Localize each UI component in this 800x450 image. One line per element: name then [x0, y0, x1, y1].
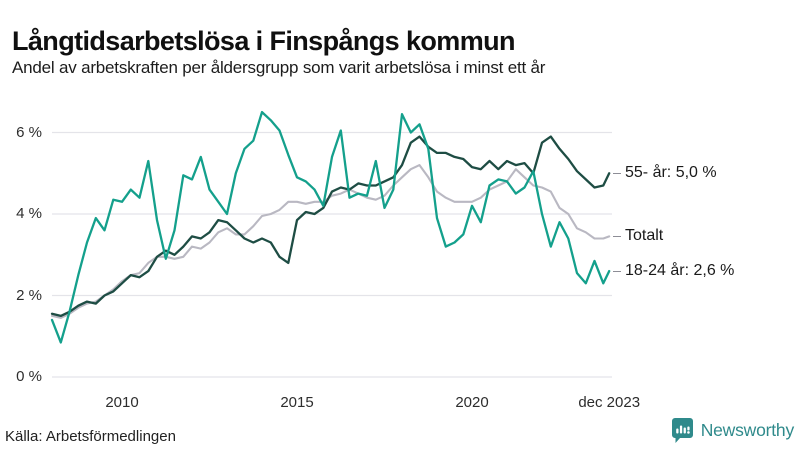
series-label-text: Totalt: [625, 227, 664, 245]
x-axis-tick-label: 2020: [455, 394, 489, 411]
series-end-label-age-18-24: 18-24 år: 2,6 %: [613, 262, 734, 280]
series-line-age-18-24: [50, 110, 611, 344]
series-end-label-age-55-plus: 55- år: 5,0 %: [613, 164, 717, 182]
newsworthy-logo[interactable]: Newsworthy: [671, 417, 794, 444]
series-end-label-totalt: Totalt: [613, 227, 663, 245]
y-axis-tick-label: 4 %: [16, 205, 42, 222]
series-label-tick: [613, 235, 621, 237]
series-label-tick: [613, 172, 621, 174]
source-note: Källa: Arbetsförmedlingen: [5, 428, 176, 445]
y-axis-tick-label: 0 %: [16, 368, 42, 385]
page-title: Långtidsarbetslösa i Finspångs kommun: [12, 26, 515, 57]
y-axis-tick-label: 2 %: [16, 286, 42, 304]
series-line-totalt: [50, 164, 611, 319]
page-subtitle: Andel av arbetskraften per åldersgrupp s…: [12, 58, 546, 77]
series-label-text: 18-24 år: 2,6 %: [625, 262, 735, 280]
newsworthy-icon: [671, 418, 693, 443]
x-axis-tick-label: 2015: [280, 394, 314, 411]
y-axis-tick-label: 6 %: [16, 123, 42, 141]
newsworthy-wordmark: Newsworthy: [700, 420, 795, 440]
x-axis-tick-label: 2010: [105, 394, 139, 411]
series-label-text: 55- år: 5,0 %: [625, 164, 717, 182]
x-axis-tick-label: dec 2023: [578, 394, 641, 411]
series-label-tick: [613, 270, 621, 272]
series-line-age-55-plus: [50, 135, 611, 318]
